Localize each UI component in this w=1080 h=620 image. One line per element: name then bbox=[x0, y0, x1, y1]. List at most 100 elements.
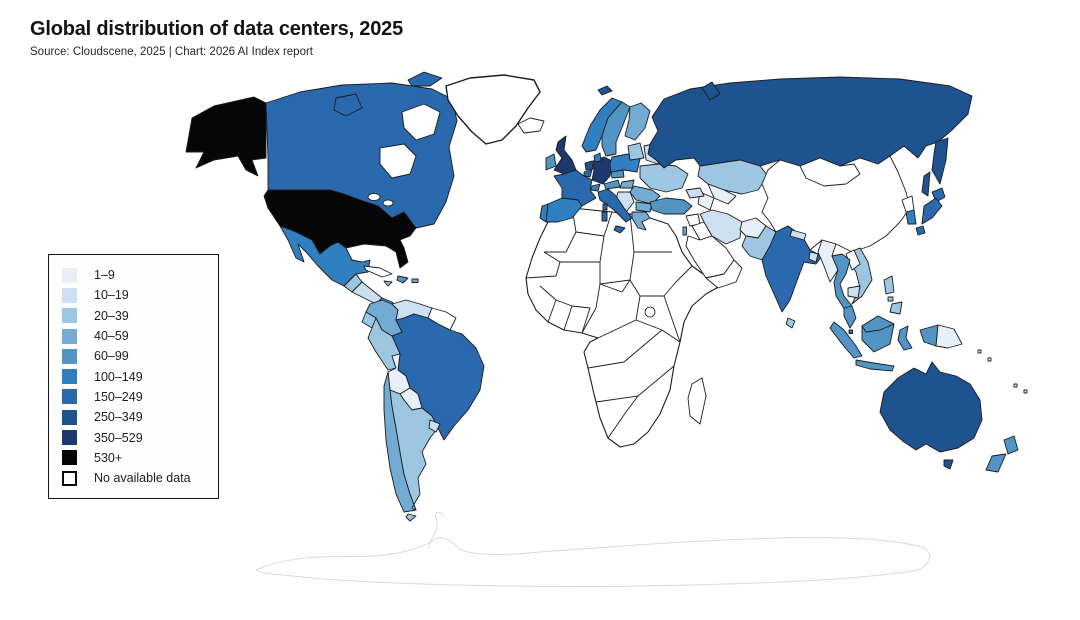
region-france bbox=[553, 169, 597, 207]
region-iran bbox=[699, 209, 743, 245]
region-argentina bbox=[389, 389, 439, 511]
region-finland bbox=[624, 102, 651, 141]
great-lakes-east bbox=[382, 199, 394, 207]
region-bulgaria bbox=[635, 201, 653, 213]
region-corsica bbox=[602, 203, 608, 211]
region-italy bbox=[597, 188, 633, 223]
region-india bbox=[761, 225, 823, 313]
legend-item: 1–9 bbox=[62, 265, 204, 285]
region-sumatra bbox=[829, 321, 863, 359]
great-lakes-west bbox=[367, 193, 381, 201]
region-sulawesi bbox=[897, 325, 913, 351]
legend-swatch bbox=[62, 450, 77, 466]
region-denmark bbox=[593, 152, 602, 163]
lake-victoria bbox=[644, 306, 656, 318]
africa-internal-borders bbox=[525, 207, 693, 439]
region-papua-new-guinea bbox=[935, 324, 963, 349]
legend-swatch bbox=[62, 369, 77, 385]
region-thailand bbox=[831, 253, 853, 311]
region-kamchatka bbox=[931, 137, 949, 185]
legend-swatch bbox=[62, 430, 77, 446]
legend-item: 250–349 bbox=[62, 407, 204, 427]
region-caucasus bbox=[685, 187, 705, 199]
region-united-kingdom bbox=[553, 135, 577, 175]
region-novaya-zemlya bbox=[701, 81, 721, 101]
region-west-papua bbox=[919, 324, 939, 347]
region-belgium bbox=[583, 169, 593, 178]
region-germany bbox=[591, 156, 613, 185]
region-cambodia bbox=[847, 285, 861, 299]
legend-label: 1–9 bbox=[94, 268, 115, 283]
region-sweden bbox=[601, 101, 631, 157]
region-canada-victoria-island bbox=[333, 93, 363, 117]
region-malaysia-peninsula bbox=[843, 305, 857, 329]
region-madagascar bbox=[687, 377, 707, 425]
region-israel bbox=[682, 226, 687, 236]
region-netherlands bbox=[584, 160, 594, 171]
hudson-bay bbox=[379, 143, 417, 179]
legend-swatch bbox=[62, 389, 77, 405]
region-mongolia bbox=[799, 157, 861, 187]
region-australia bbox=[879, 361, 983, 453]
legend-swatch bbox=[62, 470, 77, 486]
legend-label: No available data bbox=[94, 471, 191, 486]
region-singapore bbox=[848, 329, 853, 334]
region-new-zealand-south bbox=[985, 453, 1007, 473]
legend-label: 20–39 bbox=[94, 308, 129, 323]
region-java bbox=[855, 359, 895, 372]
region-russia bbox=[647, 76, 973, 169]
region-yemen-oman bbox=[705, 259, 743, 289]
region-uruguay bbox=[428, 419, 441, 433]
region-baltics bbox=[627, 142, 645, 161]
region-switzerland bbox=[590, 183, 601, 192]
legend-swatch bbox=[62, 308, 77, 324]
legend-swatch bbox=[62, 287, 77, 303]
legend-swatch bbox=[62, 348, 77, 364]
region-sardinia bbox=[601, 211, 608, 222]
pacific-island-dots bbox=[977, 349, 1028, 394]
legend-item: 60–99 bbox=[62, 346, 204, 366]
legend-label: 530+ bbox=[94, 450, 123, 465]
legend-label: 100–149 bbox=[94, 369, 143, 384]
region-greenland bbox=[445, 74, 541, 145]
region-hispaniola bbox=[396, 275, 409, 284]
chart-title: Global distribution of data centers, 202… bbox=[30, 18, 403, 40]
legend-label: 60–99 bbox=[94, 349, 129, 364]
region-greece bbox=[631, 211, 651, 231]
region-japan-honshu bbox=[921, 197, 943, 225]
region-iceland bbox=[517, 117, 545, 134]
region-jamaica bbox=[383, 280, 393, 287]
antarctic-peninsula-outline bbox=[427, 511, 444, 549]
baffin-island bbox=[401, 103, 441, 141]
legend-label: 250–349 bbox=[94, 410, 143, 425]
region-south-korea bbox=[905, 209, 917, 225]
region-usa-alaska bbox=[185, 96, 267, 177]
region-cuba bbox=[363, 265, 393, 278]
legend-items: 1–9 10–19 20–39 40–59 60–99 100–149 150–249 250… bbox=[62, 265, 204, 488]
region-turkey bbox=[649, 197, 693, 215]
region-tierra-del-fuego bbox=[405, 513, 417, 522]
chart-subtitle: Source: Cloudscene, 2025 | Chart: 2026 A… bbox=[30, 46, 313, 58]
region-new-zealand-north bbox=[1003, 435, 1019, 455]
region-austria bbox=[603, 179, 621, 190]
region-philippines-visayas bbox=[887, 296, 894, 302]
legend-label: 150–249 bbox=[94, 389, 143, 404]
chart-header: Global distribution of data centers, 202… bbox=[30, 18, 403, 58]
region-bangladesh bbox=[808, 251, 819, 263]
region-nepal bbox=[789, 229, 807, 241]
region-philippines-mindanao bbox=[889, 301, 903, 315]
legend-label: 10–19 bbox=[94, 288, 129, 303]
legend-swatch bbox=[62, 328, 77, 344]
region-antarctica bbox=[255, 536, 931, 588]
region-kazakhstan bbox=[697, 159, 769, 195]
region-svalbard bbox=[597, 85, 613, 96]
region-philippines-luzon bbox=[883, 275, 895, 295]
legend-item: 530+ bbox=[62, 448, 204, 468]
legend-swatch bbox=[62, 267, 77, 283]
region-tasmania bbox=[943, 459, 954, 470]
region-hungary bbox=[619, 179, 635, 189]
region-uzbekistan bbox=[707, 183, 737, 205]
legend-item: 350–529 bbox=[62, 427, 204, 447]
